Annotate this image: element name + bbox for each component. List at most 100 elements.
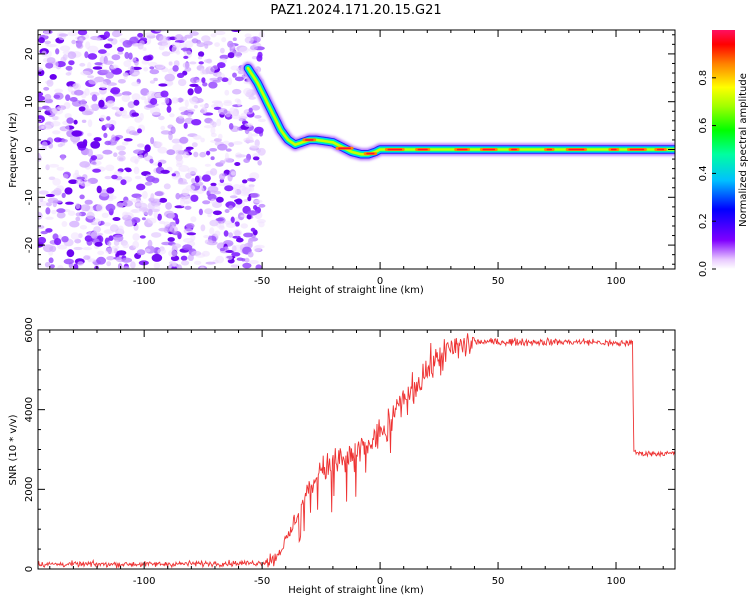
- noise-blob: [158, 35, 168, 44]
- noise-blob: [65, 94, 71, 101]
- noise-blob: [43, 86, 50, 91]
- noise-blob: [139, 112, 144, 121]
- noise-blob: [224, 255, 233, 261]
- noise-blob: [123, 60, 132, 68]
- noise-blob: [122, 200, 134, 207]
- noise-blob: [166, 149, 176, 156]
- noise-blob: [94, 62, 103, 66]
- noise-blob: [99, 56, 105, 65]
- noise-blob: [144, 181, 153, 186]
- noise-blob: [234, 162, 241, 166]
- noise-blob: [196, 42, 206, 48]
- noise-blob: [131, 209, 138, 213]
- noise-blob: [67, 85, 73, 93]
- noise-blob: [142, 47, 147, 51]
- noise-blob: [234, 221, 240, 227]
- noise-blob: [244, 122, 253, 127]
- noise-blob: [107, 100, 115, 107]
- noise-blob: [248, 96, 256, 100]
- noise-blob: [45, 207, 51, 215]
- noise-blob: [224, 220, 233, 225]
- noise-blob: [52, 130, 61, 135]
- noise-blob: [90, 104, 96, 109]
- noise-blob: [204, 163, 211, 167]
- noise-blob: [234, 230, 241, 237]
- noise-blob: [223, 101, 233, 106]
- noise-blob: [252, 156, 260, 161]
- noise-blob: [103, 132, 108, 138]
- noise-blob: [154, 191, 164, 196]
- snr-x-label: Height of straight line (km): [288, 585, 424, 596]
- noise-blob: [243, 199, 249, 203]
- noise-blob: [91, 94, 98, 102]
- noise-blob: [96, 185, 102, 194]
- noise-blob: [194, 85, 203, 94]
- noise-blob: [94, 241, 103, 247]
- noise-blob: [47, 197, 59, 204]
- noise-blob: [248, 107, 253, 113]
- noise-blob: [131, 93, 141, 101]
- noise-blob: [46, 79, 54, 87]
- noise-blob: [54, 238, 62, 246]
- noise-blob: [133, 149, 144, 154]
- noise-blob: [185, 146, 194, 150]
- snr-frame: [37, 329, 676, 570]
- noise-blob: [71, 130, 82, 137]
- noise-blob: [43, 30, 49, 37]
- noise-blob: [180, 199, 185, 207]
- noise-blob: [95, 37, 104, 42]
- noise-blob: [175, 149, 184, 155]
- x-tick-label: -50: [254, 276, 270, 287]
- noise-blob: [61, 221, 68, 227]
- noise-blob: [121, 91, 132, 96]
- noise-blob: [231, 245, 237, 253]
- noise-blob: [111, 134, 116, 143]
- noise-blob: [45, 193, 55, 198]
- noise-blob: [184, 200, 190, 205]
- noise-blob: [169, 225, 178, 233]
- noise-blob: [130, 65, 135, 74]
- colorbar-tick-label: 0.2: [698, 213, 709, 229]
- noise-blob: [228, 142, 235, 148]
- noise-blob: [65, 124, 70, 132]
- noise-blob: [106, 116, 111, 121]
- noise-blob: [217, 76, 223, 81]
- noise-blob: [159, 220, 166, 225]
- noise-blob: [194, 175, 200, 183]
- noise-blob: [177, 181, 189, 185]
- noise-blob: [183, 55, 189, 60]
- noise-blob: [61, 139, 68, 143]
- noise-blob: [151, 177, 160, 184]
- noise-blob: [96, 203, 104, 212]
- noise-blob: [221, 37, 227, 43]
- noise-blob: [81, 110, 93, 116]
- noise-blob: [38, 67, 43, 72]
- noise-blob: [103, 60, 114, 65]
- noise-blob: [175, 192, 181, 200]
- noise-blob: [200, 107, 208, 115]
- noise-blob: [180, 47, 192, 51]
- x-tick-label: -50: [254, 576, 270, 587]
- noise-blob: [96, 256, 106, 265]
- colorbar: 0.0 0.2 0.4 0.6 0.8 Normalized spectral ampl…: [698, 30, 749, 277]
- noise-blob: [79, 225, 88, 230]
- colorbar-tick-label: 0.8: [698, 70, 709, 86]
- noise-blob: [128, 52, 133, 60]
- noise-blob: [190, 194, 199, 202]
- noise-blob: [253, 199, 263, 204]
- noise-blob: [66, 249, 75, 258]
- noise-blob: [198, 51, 205, 57]
- noise-blob: [224, 185, 234, 192]
- noise-blob: [223, 109, 228, 114]
- noise-blob: [182, 62, 191, 69]
- snr-axes: -100 -50 0 50 100 0 2000 4000 6000: [24, 317, 675, 587]
- noise-blob: [84, 51, 89, 59]
- noise-blob: [71, 39, 77, 45]
- noise-blob: [232, 184, 241, 190]
- noise-blob: [107, 85, 112, 91]
- noise-blobs: [38, 30, 266, 269]
- noise-blob: [132, 240, 140, 249]
- noise-blob: [210, 168, 218, 176]
- x-tick-label: 50: [492, 576, 505, 587]
- noise-blob: [130, 198, 141, 202]
